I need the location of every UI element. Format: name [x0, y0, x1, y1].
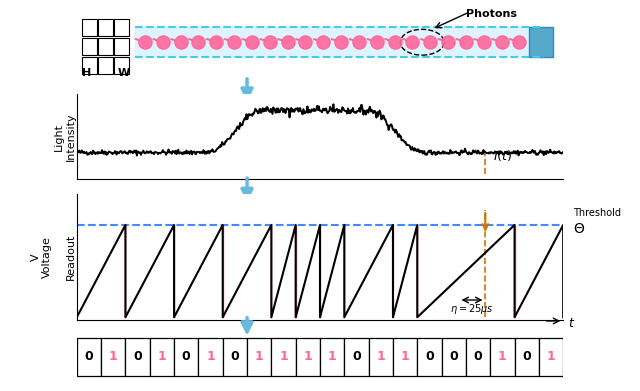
Bar	[114, 38, 129, 55]
Text: 0: 0	[352, 350, 361, 363]
Point	[479, 39, 489, 45]
Point	[515, 39, 525, 45]
Text: 1: 1	[279, 350, 288, 363]
Bar	[442, 337, 466, 376]
Text: 1: 1	[498, 350, 507, 363]
Text: $\Theta$: $\Theta$	[573, 222, 585, 236]
Point	[175, 39, 186, 45]
Text: $\eta=25\mu s$: $\eta=25\mu s$	[450, 302, 494, 316]
Bar	[320, 337, 344, 376]
Bar	[98, 57, 113, 74]
Text: 1: 1	[547, 350, 556, 363]
Bar	[223, 337, 247, 376]
Bar	[114, 57, 129, 74]
Bar	[125, 337, 150, 376]
Text: 1: 1	[255, 350, 264, 363]
Text: 1: 1	[109, 350, 118, 363]
Bar	[466, 337, 490, 376]
Text: 0: 0	[522, 350, 531, 363]
Text: 1: 1	[157, 350, 166, 363]
Text: Photons: Photons	[466, 9, 517, 19]
Point	[497, 39, 507, 45]
Text: Threshold: Threshold	[573, 208, 621, 218]
Bar	[135, 27, 544, 57]
Bar	[296, 337, 320, 376]
Bar	[369, 337, 393, 376]
Text: 0: 0	[425, 350, 434, 363]
Bar	[98, 19, 113, 36]
Bar	[82, 19, 97, 36]
Point	[390, 39, 400, 45]
Point	[229, 39, 239, 45]
Text: $t$: $t$	[568, 317, 575, 330]
Bar	[77, 337, 101, 376]
Text: 0: 0	[133, 350, 142, 363]
Bar	[393, 337, 417, 376]
Text: W: W	[118, 68, 131, 78]
Point	[407, 39, 417, 45]
Text: 0: 0	[230, 350, 239, 363]
Point	[157, 39, 168, 45]
Bar	[174, 337, 198, 376]
Bar	[101, 337, 125, 376]
Point	[282, 39, 292, 45]
Bar	[82, 38, 97, 55]
Text: 1: 1	[401, 350, 410, 363]
Text: 1: 1	[303, 350, 312, 363]
Bar	[198, 337, 223, 376]
Point	[193, 39, 204, 45]
Point	[336, 39, 346, 45]
Point	[300, 39, 310, 45]
Point	[461, 39, 471, 45]
Y-axis label: Light
Intensity: Light Intensity	[54, 113, 76, 161]
Point	[264, 39, 275, 45]
Bar	[529, 27, 554, 57]
Bar	[515, 337, 539, 376]
Text: 0: 0	[84, 350, 93, 363]
Text: $I(t)$: $I(t)$	[493, 148, 512, 163]
Point	[318, 39, 328, 45]
Bar	[114, 19, 129, 36]
Y-axis label: V
Voltage

Readout: V Voltage Readout	[31, 234, 76, 280]
Point	[211, 39, 221, 45]
Bar	[271, 337, 296, 376]
Point	[372, 39, 382, 45]
Point	[140, 39, 150, 45]
Text: 0: 0	[449, 350, 458, 363]
Text: 1: 1	[376, 350, 385, 363]
Text: 1: 1	[328, 350, 337, 363]
Bar	[417, 337, 442, 376]
Bar	[82, 57, 97, 74]
Point	[247, 39, 257, 45]
Point	[443, 39, 453, 45]
Bar	[150, 337, 174, 376]
Bar	[539, 337, 563, 376]
Bar	[247, 337, 271, 376]
Text: H: H	[82, 68, 91, 78]
Point	[425, 39, 435, 45]
Bar	[344, 337, 369, 376]
Point	[354, 39, 364, 45]
Text: 1: 1	[206, 350, 215, 363]
Text: 0: 0	[182, 350, 191, 363]
Text: 0: 0	[474, 350, 483, 363]
Bar	[490, 337, 515, 376]
Bar	[98, 38, 113, 55]
